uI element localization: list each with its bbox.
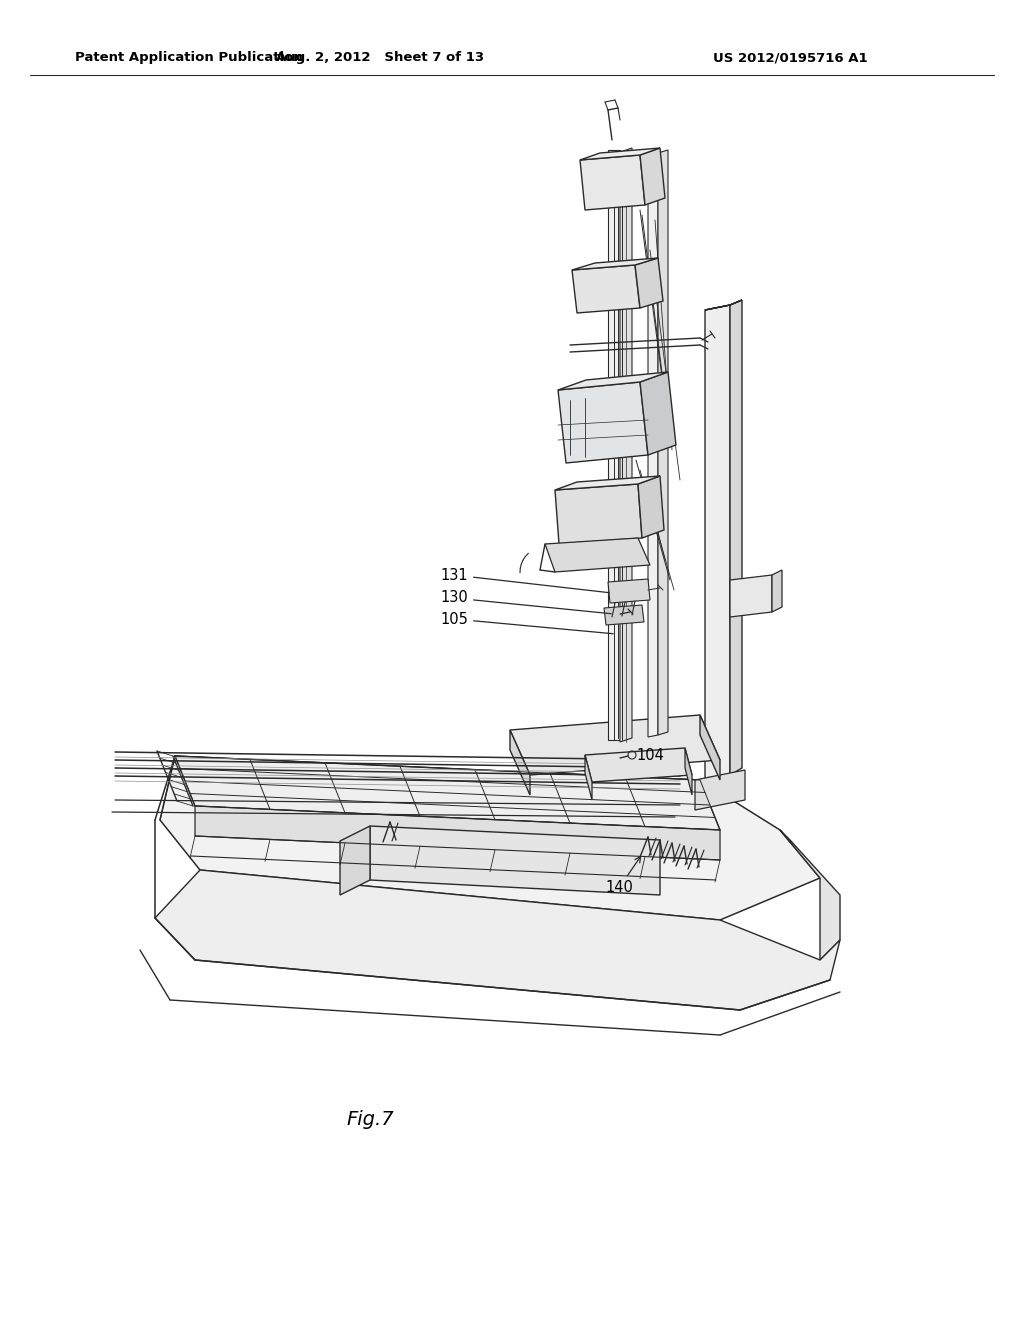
Text: Aug. 2, 2012   Sheet 7 of 13: Aug. 2, 2012 Sheet 7 of 13 [275, 51, 484, 65]
Polygon shape [558, 381, 648, 463]
Polygon shape [555, 484, 642, 544]
Polygon shape [545, 539, 650, 572]
Polygon shape [705, 300, 742, 310]
Polygon shape [705, 305, 730, 780]
Polygon shape [608, 579, 650, 603]
Polygon shape [780, 830, 840, 960]
Polygon shape [638, 477, 664, 539]
Polygon shape [585, 755, 592, 800]
Polygon shape [175, 756, 720, 830]
Text: Fig.7: Fig.7 [346, 1110, 394, 1129]
Polygon shape [685, 748, 692, 795]
Polygon shape [558, 372, 668, 389]
Polygon shape [580, 154, 645, 210]
Polygon shape [620, 148, 632, 742]
Text: 104: 104 [636, 747, 664, 763]
Text: 140: 140 [605, 857, 641, 895]
Polygon shape [510, 730, 530, 795]
Polygon shape [640, 372, 676, 455]
Polygon shape [572, 265, 640, 313]
Polygon shape [635, 257, 663, 308]
Polygon shape [700, 715, 720, 780]
Polygon shape [580, 148, 660, 160]
Polygon shape [160, 756, 820, 920]
Polygon shape [695, 770, 745, 810]
Polygon shape [604, 605, 644, 624]
Polygon shape [772, 570, 782, 612]
Polygon shape [608, 150, 620, 741]
Text: Patent Application Publication: Patent Application Publication [75, 51, 303, 65]
Polygon shape [730, 300, 742, 775]
Text: 130: 130 [440, 590, 611, 614]
Polygon shape [555, 477, 660, 490]
Polygon shape [730, 576, 772, 616]
Polygon shape [510, 715, 720, 775]
Polygon shape [640, 148, 665, 205]
Polygon shape [155, 870, 840, 1010]
Text: US 2012/0195716 A1: US 2012/0195716 A1 [713, 51, 867, 65]
Polygon shape [585, 748, 692, 781]
Polygon shape [572, 257, 658, 271]
Polygon shape [648, 153, 658, 737]
Polygon shape [658, 150, 668, 735]
Text: 105: 105 [440, 611, 613, 634]
Polygon shape [370, 826, 660, 895]
Text: 131: 131 [440, 568, 609, 593]
Polygon shape [340, 826, 370, 895]
Polygon shape [195, 807, 720, 861]
